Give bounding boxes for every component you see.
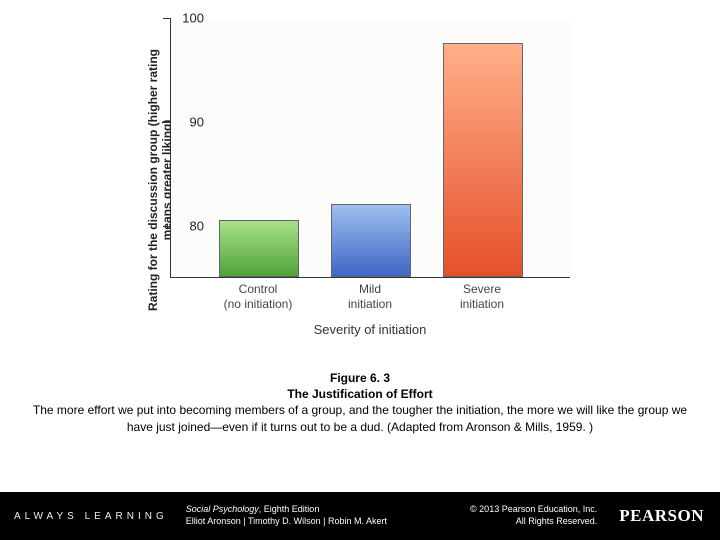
bar [219, 220, 299, 277]
x-axis-label: Severity of initiation [170, 322, 570, 337]
y-tick [163, 226, 171, 227]
pearson-logo: PEARSON [609, 506, 720, 526]
plot-area [170, 18, 570, 278]
book-title: Social Psychology [186, 504, 259, 514]
x-tick-label: Control(no initiation) [198, 282, 318, 312]
bar [331, 204, 411, 277]
y-tick-label: 100 [182, 11, 204, 26]
y-tick [163, 18, 171, 19]
book-credit: Social Psychology, Eighth Edition Elliot… [168, 504, 470, 527]
book-authors: Elliot Aronson | Timothy D. Wilson | Rob… [186, 516, 387, 526]
figure-title: The Justification of Effort [30, 386, 690, 402]
y-tick-label: 80 [190, 219, 204, 234]
x-tick-label: Severeinitiation [422, 282, 542, 312]
footer-bar: ALWAYS LEARNING Social Psychology, Eight… [0, 492, 720, 540]
copyright-line2: All Rights Reserved. [516, 516, 598, 526]
figure-number: Figure 6. 3 [30, 370, 690, 386]
figure-body: The more effort we put into becoming mem… [33, 403, 687, 433]
figure-caption: Figure 6. 3 The Justification of Effort … [30, 370, 690, 435]
copyright-block: © 2013 Pearson Education, Inc. All Right… [470, 504, 609, 527]
chart-container: Rating for the discussion group (higher … [90, 10, 610, 350]
x-tick-label: Mildinitiation [310, 282, 430, 312]
always-learning-tag: ALWAYS LEARNING [0, 511, 168, 522]
y-tick [163, 122, 171, 123]
bar [443, 43, 523, 277]
book-edition: , Eighth Edition [259, 504, 320, 514]
copyright-line1: © 2013 Pearson Education, Inc. [470, 504, 597, 514]
y-tick-label: 90 [190, 115, 204, 130]
